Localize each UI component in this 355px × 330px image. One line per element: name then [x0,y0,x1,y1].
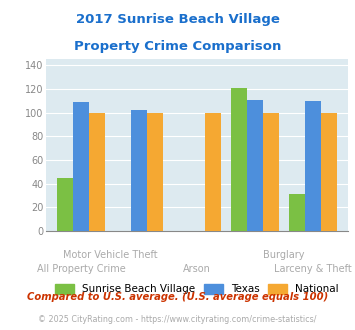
Bar [247,100,263,231]
Legend: Sunrise Beach Village, Texas, National: Sunrise Beach Village, Texas, National [55,284,339,294]
Bar [89,113,105,231]
Bar [131,110,147,231]
Text: Larceny & Theft: Larceny & Theft [274,264,352,274]
Bar [57,178,72,231]
Bar [305,101,321,231]
Text: All Property Crime: All Property Crime [37,264,125,274]
Text: Property Crime Comparison: Property Crime Comparison [74,40,281,52]
Text: Motor Vehicle Theft: Motor Vehicle Theft [63,250,157,260]
Text: © 2025 CityRating.com - https://www.cityrating.com/crime-statistics/: © 2025 CityRating.com - https://www.city… [38,315,317,324]
Text: Compared to U.S. average. (U.S. average equals 100): Compared to U.S. average. (U.S. average … [27,292,328,302]
Text: Arson: Arson [183,264,211,274]
Bar [206,113,221,231]
Text: Burglary: Burglary [263,250,305,260]
Bar [231,88,247,231]
Bar [322,113,337,231]
Bar [289,194,305,231]
Text: 2017 Sunrise Beach Village: 2017 Sunrise Beach Village [76,13,279,26]
Bar [263,113,279,231]
Bar [147,113,163,231]
Bar [73,102,89,231]
